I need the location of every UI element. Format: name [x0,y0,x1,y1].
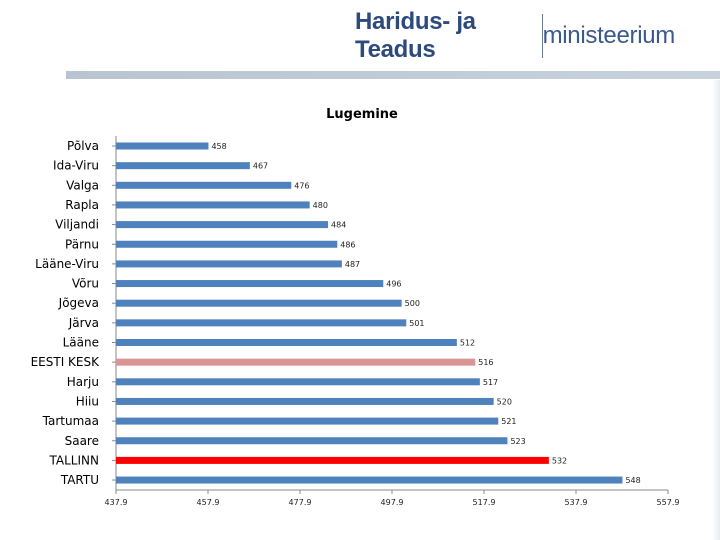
x-tick-label: 517.9 [473,498,496,507]
x-tick-label: 457.9 [197,498,220,507]
data-label: 487 [345,260,360,269]
bar [116,417,499,425]
ministry-logo: Haridus- ja Teadus ministeerium [355,8,676,63]
bar [116,476,623,484]
bar [116,260,342,268]
category-label: Lääne-Viru [35,257,99,271]
category-label: EESTI KESK [31,355,101,369]
data-label: 512 [460,339,475,348]
bar [116,299,402,307]
category-label: Rapla [65,198,99,212]
data-label: 521 [501,417,516,426]
data-label: 516 [478,358,493,367]
data-label: 500 [405,299,420,308]
data-label: 486 [340,240,355,249]
data-label: 476 [294,181,309,190]
header-rule [66,71,720,79]
data-label: 467 [253,162,268,171]
data-label: 484 [331,221,346,230]
bar [116,201,310,209]
category-label: Viljandi [55,218,99,232]
data-label: 458 [211,142,226,151]
x-tick-label: 437.9 [105,498,128,507]
bar [116,221,329,229]
category-label: Ida-Viru [53,159,99,173]
category-label: Saare [65,434,99,448]
data-label: 548 [625,476,640,485]
category-label: Pärnu [65,237,99,251]
data-label: 532 [552,456,567,465]
logo-divider [541,14,543,58]
bar [116,319,407,327]
data-label: 480 [313,201,328,210]
category-label: Tartumaa [42,414,99,428]
category-label: TARTU [60,473,99,487]
slide-edge-shadow [712,80,720,540]
x-tick-label: 537.9 [565,498,588,507]
data-label: 501 [409,319,424,328]
logo-text-primary: Haridus- ja Teadus [355,8,476,63]
logo-text-secondary: ministeerium [542,22,676,49]
category-label: Järva [68,316,99,330]
data-label: 517 [483,378,498,387]
category-label: Hiiu [76,394,99,408]
bar [116,240,338,248]
bar [116,378,480,386]
category-label: Lääne [63,336,99,350]
category-label: Jõgeva [58,296,99,310]
category-label: TALLINN [49,453,99,467]
category-label: Valga [66,178,99,192]
x-tick-label: 557.9 [657,498,680,507]
category-label: Harju [67,375,99,389]
bar [116,397,494,405]
data-label: 523 [510,437,525,446]
bar [116,142,209,150]
bar [116,280,384,288]
data-label: 520 [497,397,512,406]
x-tick-label: 497.9 [381,498,404,507]
bar [116,358,476,366]
bar [116,181,292,189]
x-tick-label: 477.9 [289,498,312,507]
bar [116,437,508,445]
bar [116,456,549,464]
bar [116,162,250,170]
category-label: Võru [72,277,99,291]
chart-title: Lugemine [326,107,398,122]
data-label: 496 [386,280,401,289]
category-label: Põlva [67,139,99,153]
bar [116,339,457,346]
